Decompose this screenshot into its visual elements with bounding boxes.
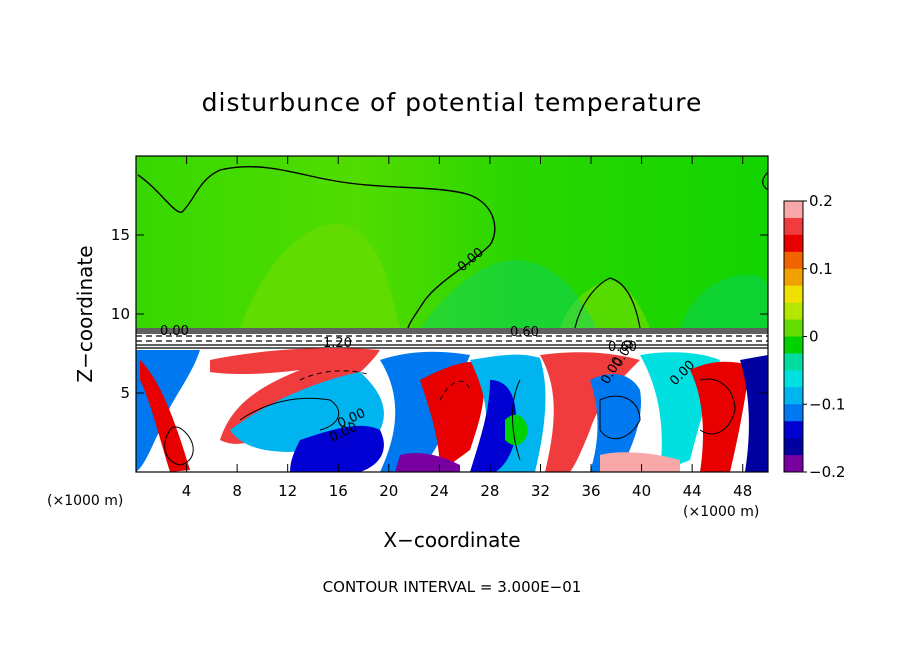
colorbar-tick-label: −0.1 <box>809 395 845 413</box>
colorbar-swatch <box>784 387 803 405</box>
x-tick-label: 24 <box>430 482 449 500</box>
y-tick-label: 15 <box>111 226 130 244</box>
turbulent-patch <box>420 361 485 472</box>
y-axis-label: Z−coordinate <box>73 245 97 382</box>
y-tick-label: 5 <box>120 384 130 402</box>
colorbar-tick-label: 0.1 <box>809 260 833 278</box>
zero-contour <box>137 165 496 329</box>
y-axis: 5 10 15 <box>111 226 768 402</box>
lower-contours <box>164 370 736 466</box>
contour-label: 0.00 <box>160 324 189 339</box>
upper-field <box>136 156 768 328</box>
colorbar: 0.2 0.1 0 −0.1 −0.2 <box>783 192 845 481</box>
turbulent-patch <box>740 355 768 472</box>
colorbar-swatch <box>784 455 803 473</box>
colorbar-swatch <box>784 234 803 253</box>
plot-area <box>136 156 768 472</box>
colorbar-swatch <box>784 251 803 270</box>
colorbar-tick-label: 0.2 <box>809 192 833 210</box>
contour-label: 0.60 <box>510 325 539 340</box>
colorbar-swatch <box>784 217 803 236</box>
turbulent-patch <box>505 414 528 446</box>
x-tick-label: 32 <box>531 482 550 500</box>
colorbar-swatch <box>784 268 803 287</box>
colorbar-swatch <box>784 404 803 422</box>
colorbar-swatch <box>784 302 803 321</box>
zero-contour <box>762 171 768 191</box>
x-unit-label-left: (×1000 m) <box>47 493 123 509</box>
x-tick-label: 44 <box>683 482 702 500</box>
x-tick-label: 40 <box>632 482 651 500</box>
x-tick-label: 36 <box>581 482 600 500</box>
turbulent-patch <box>470 380 517 472</box>
colorbar-swatch <box>784 438 803 456</box>
x-tick-label: 48 <box>733 482 752 500</box>
turbulent-patch <box>140 360 190 472</box>
x-tick-label: 16 <box>329 482 348 500</box>
turbulent-patch <box>290 425 384 472</box>
colorbar-swatch <box>784 353 803 371</box>
colorbar-swatch <box>784 201 803 219</box>
contour-label: 1.20 <box>323 336 352 351</box>
upper-plume <box>240 224 400 328</box>
turbulent-patch <box>395 453 460 472</box>
colorbar-swatch <box>784 370 803 388</box>
x-tick-label: 28 <box>480 482 499 500</box>
x-unit-label-right: (×1000 m) <box>683 504 759 520</box>
contour-label: 0.60 <box>608 340 637 355</box>
x-tick-label: 12 <box>278 482 297 500</box>
zero-contour <box>574 277 641 329</box>
turbulent-patch <box>690 361 750 472</box>
turbulent-patch <box>600 452 680 472</box>
colorbar-tick-label: 0 <box>809 328 819 346</box>
chart-title: disturbunce of potential temperature <box>202 88 703 117</box>
colorbar-swatch <box>784 336 803 354</box>
upper-plume <box>680 274 768 328</box>
x-tick-label: 4 <box>182 482 192 500</box>
x-axis-label: X−coordinate <box>383 528 520 552</box>
y-tick-label: 10 <box>111 305 130 323</box>
lower-field <box>136 348 768 472</box>
contour-interval-note: CONTOUR INTERVAL = 3.000E−01 <box>323 578 582 596</box>
inversion-lines <box>136 328 768 349</box>
colorbar-swatch <box>784 319 803 337</box>
x-tick-label: 20 <box>379 482 398 500</box>
colorbar-swatch <box>784 421 803 439</box>
x-axis: 4 8 12 16 20 24 28 32 36 40 44 48 <box>182 156 752 500</box>
x-tick-label: 8 <box>232 482 242 500</box>
upper-plume <box>420 260 596 328</box>
colorbar-tick-label: −0.2 <box>809 463 845 481</box>
colorbar-swatch <box>784 285 803 304</box>
